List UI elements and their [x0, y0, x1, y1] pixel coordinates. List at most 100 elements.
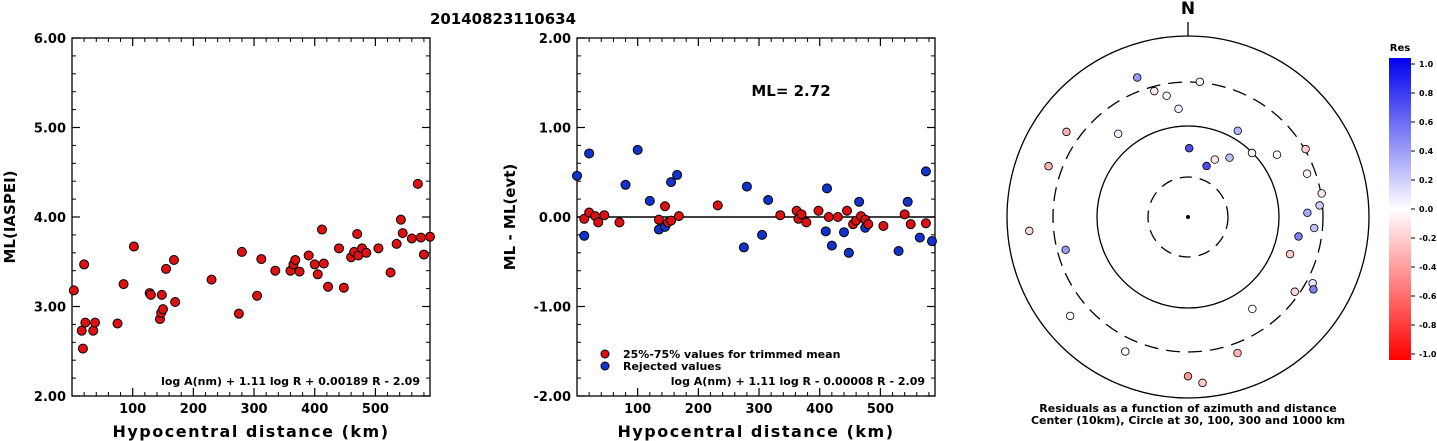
colorbar-title: Res: [1390, 43, 1410, 54]
kept-point: [775, 210, 786, 221]
data-point: [206, 274, 217, 285]
rejected-point: [843, 247, 854, 258]
data-point: [79, 259, 90, 270]
station-point: [1225, 153, 1234, 162]
y-tick-label: 5.00: [34, 122, 66, 137]
station-point: [1309, 285, 1318, 294]
colorbar-tick-label: -0.4: [1419, 263, 1437, 272]
kept-point: [813, 205, 824, 216]
rejected-point: [926, 236, 937, 247]
kept-point: [593, 217, 604, 228]
x-tick-label: 200: [685, 402, 712, 417]
x-axis-label: Hypocentral distance (km): [617, 422, 894, 441]
data-point: [88, 325, 99, 336]
kept-point: [712, 200, 723, 211]
station-point: [1301, 144, 1310, 154]
station-point: [1061, 245, 1070, 254]
rejected-point: [763, 194, 774, 205]
rejected-point: [821, 183, 832, 194]
x-tick-label: 300: [240, 402, 267, 417]
formula-label: log A(nm) + 1.11 log R + 0.00189 R - 2.0…: [161, 375, 420, 388]
kept-point: [599, 210, 610, 221]
y-tick-label: 4.00: [34, 211, 66, 226]
station-point: [1183, 372, 1193, 381]
data-points: [572, 144, 937, 258]
data-points: [68, 178, 435, 354]
station-point: [1113, 129, 1123, 139]
panel-azimuth-map: N Residuals as a function of azimuth and…: [1006, 0, 1370, 427]
data-point: [145, 289, 156, 300]
ring-300km: [1052, 81, 1324, 353]
legend-kept-label: 25%-75% values for trimmed mean: [623, 348, 840, 361]
figure-title: 20140823110634: [430, 10, 576, 28]
rejected-point: [672, 169, 683, 180]
data-point: [170, 297, 181, 308]
station-point: [1162, 91, 1171, 100]
data-point: [303, 250, 314, 261]
station-point: [1065, 311, 1075, 321]
data-point: [333, 243, 344, 254]
data-point: [323, 281, 334, 292]
data-point: [294, 266, 305, 277]
kept-point: [899, 209, 910, 220]
data-point: [352, 229, 363, 240]
kept-point: [673, 211, 684, 222]
center-point: [1186, 215, 1190, 219]
y-tick-label: 0.00: [539, 211, 571, 226]
x-tick-label: 100: [119, 402, 146, 417]
data-point: [406, 233, 417, 244]
data-point: [236, 246, 247, 257]
data-point: [256, 254, 267, 265]
y-tick-label: 2.00: [34, 390, 66, 405]
kept-point: [832, 212, 843, 222]
data-point: [112, 318, 123, 329]
rejected-point: [757, 229, 768, 240]
colorbar-tick-label: -0.8: [1419, 321, 1437, 330]
legend-marker-rejected: [600, 361, 610, 371]
data-point: [68, 285, 79, 296]
rejected-point: [584, 148, 595, 159]
ring-1000km: [1006, 35, 1370, 399]
station-point: [1233, 348, 1242, 358]
y-tick-label: 6.00: [34, 32, 66, 47]
rejected-point: [838, 227, 849, 238]
station-point: [1025, 226, 1034, 236]
caption-line-1: Residuals as a function of azimuth and d…: [1039, 402, 1336, 415]
data-point: [77, 343, 88, 354]
x-tick-label: 100: [624, 402, 651, 417]
y-axis-label: ML - ML(evt): [501, 164, 519, 270]
data-point: [338, 282, 349, 293]
colorbar-tick-label: 0.6: [1419, 118, 1434, 127]
axis-ticks: 100 200 300 400 500 2.00 3.00 4.00 5.00 6.00: [34, 32, 430, 417]
kept-point: [842, 205, 853, 216]
station-point: [1285, 249, 1295, 259]
station-point: [1302, 169, 1312, 178]
station-point: [1195, 77, 1205, 86]
data-point: [412, 178, 423, 189]
ring-30km: [1147, 176, 1229, 258]
station-point: [1174, 104, 1183, 114]
data-point: [118, 279, 129, 290]
y-tick-label: -2.00: [534, 390, 571, 405]
station-point: [1233, 126, 1242, 135]
colorbar-tick-label: -0.6: [1419, 292, 1437, 301]
kept-point: [659, 201, 670, 212]
plot-frame: [71, 37, 431, 397]
x-tick-label: 500: [362, 402, 389, 417]
rejected-point: [902, 196, 913, 207]
station-point: [1202, 161, 1211, 171]
rejected-point: [666, 177, 677, 188]
station-point: [1290, 287, 1299, 296]
colorbar-tick-label: 0.8: [1419, 89, 1434, 98]
x-axis-label: Hypocentral distance (km): [112, 422, 389, 441]
data-point: [161, 263, 172, 274]
rejected-point: [738, 242, 749, 253]
data-point: [316, 224, 327, 235]
data-point: [391, 238, 402, 249]
y-tick-label: -1.00: [534, 301, 571, 316]
data-point: [290, 254, 301, 265]
formula-label: log A(nm) + 1.11 log R - 0.00008 R - 2.0…: [671, 375, 925, 388]
legend-marker-kept: [600, 349, 610, 359]
data-point: [233, 308, 244, 319]
caption-line-2: Center (10km), Circle at 30, 100, 300 an…: [1031, 414, 1345, 427]
